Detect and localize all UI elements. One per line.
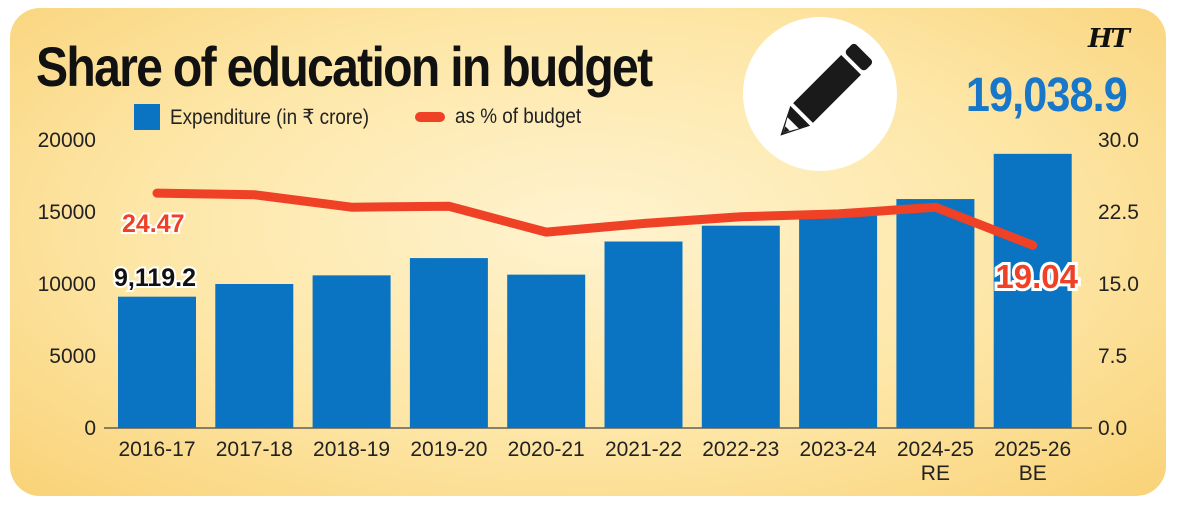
first-line-label: 24.47: [122, 210, 185, 238]
pencil-icon: [742, 16, 898, 172]
line-point: [350, 206, 353, 209]
x-tick-sublabel: RE: [921, 462, 950, 485]
line-point: [253, 193, 256, 196]
legend: Expenditure (in ₹ crore) as % of budget: [134, 104, 595, 130]
bar: [993, 153, 1072, 428]
x-tick-label: 2019-20: [410, 438, 487, 461]
x-tick-label: 2018-19: [313, 438, 390, 461]
bar: [312, 275, 391, 428]
line-point: [1031, 244, 1034, 247]
x-tick-label: 2017-18: [216, 438, 293, 461]
line-point: [545, 231, 548, 234]
bar: [215, 284, 294, 428]
left-tick-label: 5000: [49, 345, 96, 368]
line-point: [447, 205, 450, 208]
right-tick-label: 22.5: [1098, 201, 1139, 224]
left-tick-label: 10000: [38, 273, 96, 296]
left-tick-label: 20000: [38, 129, 96, 152]
bar: [507, 274, 586, 428]
bar: [896, 199, 975, 428]
x-tick-label: 2021-22: [605, 438, 682, 461]
x-tick-label: 2020-21: [508, 438, 585, 461]
line-point: [156, 192, 158, 195]
line-point: [739, 215, 742, 218]
bar: [409, 258, 488, 428]
last-line-label: 19.04: [995, 258, 1078, 295]
bar: [118, 296, 196, 428]
legend-swatch-percent: [415, 112, 446, 122]
line-series-percent: [152, 188, 1038, 250]
legend-label-percent: as % of budget: [455, 105, 582, 128]
x-tick-label: 2025-26: [994, 438, 1071, 461]
x-tick-sublabel: BE: [1019, 462, 1047, 485]
highlight-value: 19,038.9: [966, 69, 1128, 122]
left-tick-label: 0: [84, 417, 96, 440]
x-tick-label: 2016-17: [118, 438, 195, 461]
right-tick-label: 30.0: [1098, 129, 1139, 152]
right-tick-label: 7.5: [1098, 345, 1127, 368]
x-tick-label: 2022-23: [702, 438, 779, 461]
left-tick-label: 15000: [38, 201, 96, 224]
chart-title: Share of education in budget: [36, 35, 653, 98]
legend-label-expenditure: Expenditure (in ₹ crore): [170, 105, 370, 129]
legend-swatch-expenditure: [134, 104, 160, 130]
x-tick-label: 2024-25: [897, 438, 974, 461]
right-tick-label: 0.0: [1098, 417, 1127, 440]
line-point: [642, 222, 645, 225]
bar: [604, 241, 683, 428]
x-tick-label: 2023-24: [800, 438, 877, 461]
bar: [799, 213, 878, 428]
bar: [701, 225, 780, 428]
ht-logo: HT: [1088, 24, 1130, 54]
line-point: [837, 212, 840, 215]
first-bar-label: 9,119.2: [114, 264, 196, 292]
right-tick-label: 15.0: [1098, 273, 1139, 296]
line-point: [934, 206, 937, 209]
